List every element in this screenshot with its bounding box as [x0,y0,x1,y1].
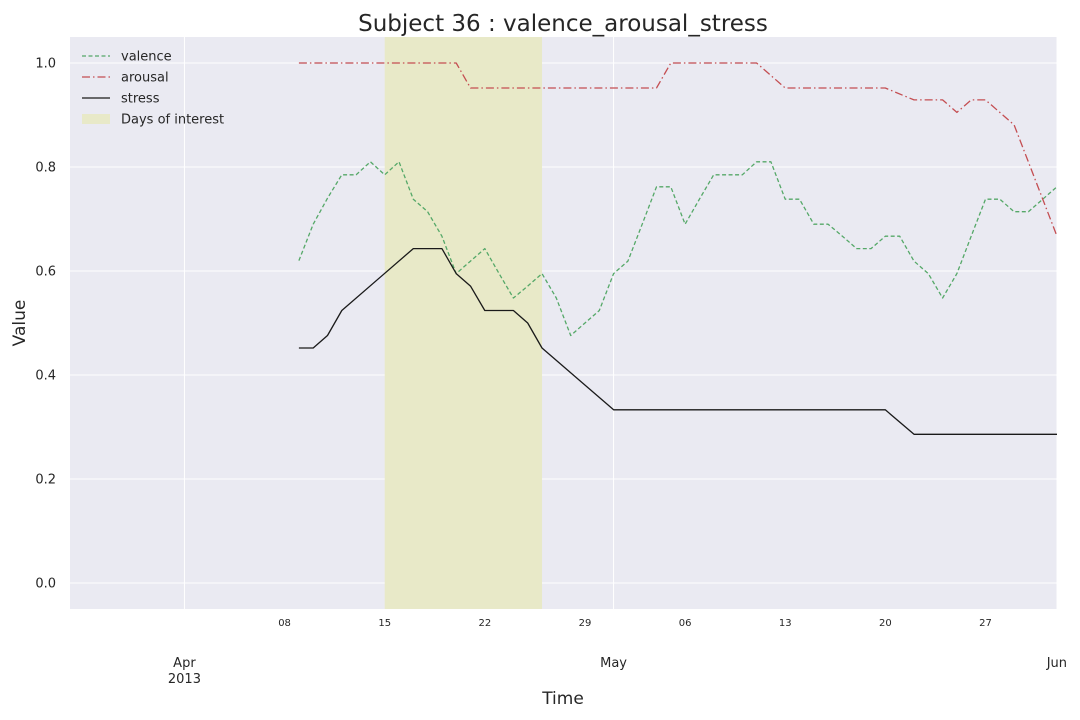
legend-label-stress: stress [121,92,160,107]
series-lines [298,62,1058,435]
legend-label-valence: valence [121,50,172,65]
x-minor-tick-label: 08 [278,618,291,629]
x-minor-tick-label: 13 [779,618,792,629]
legend: valence arousal stress Days of interest [82,50,224,128]
x-major-tick-label: Jun [1046,656,1067,671]
x-minor-tick-label: 27 [979,618,992,629]
y-tick-label: 0.4 [35,369,56,384]
y-tick-label: 1.0 [35,57,56,72]
y-tick-label: 0.8 [35,161,56,176]
legend-swatch-days-of-interest [82,114,110,124]
x-minor-tick-label: 22 [478,618,491,629]
x-major-tick-label: May [600,656,627,671]
days-of-interest-band [384,37,543,609]
gridlines [70,37,1058,609]
y-tick-label: 0.2 [35,473,56,488]
x-major-tick-label: Apr [173,656,196,671]
x-minor-tick-label: 15 [378,618,391,629]
x-major-tick-sublabel: 2013 [168,672,201,687]
chart-title: Subject 36 : valence_arousal_stress [358,11,768,37]
x-minor-tick-label: 20 [879,618,892,629]
stress-line [298,247,1057,435]
x-minor-tick-label: 29 [579,618,592,629]
y-tick-label: 0.0 [35,577,56,592]
x-axis-label: Time [541,689,584,709]
y-axis-label: Value [10,300,30,347]
y-axis-ticks: 0.0 0.2 0.4 0.6 0.8 1.0 [35,57,56,592]
valence-line [298,161,1058,337]
legend-label-arousal: arousal [121,71,169,86]
y-tick-label: 0.6 [35,265,56,280]
plot-area [70,37,1057,609]
legend-label-days-of-interest: Days of interest [121,113,224,128]
x-minor-tick-label: 06 [679,618,692,629]
arousal-line [298,62,1058,237]
highlight-region [384,37,543,609]
